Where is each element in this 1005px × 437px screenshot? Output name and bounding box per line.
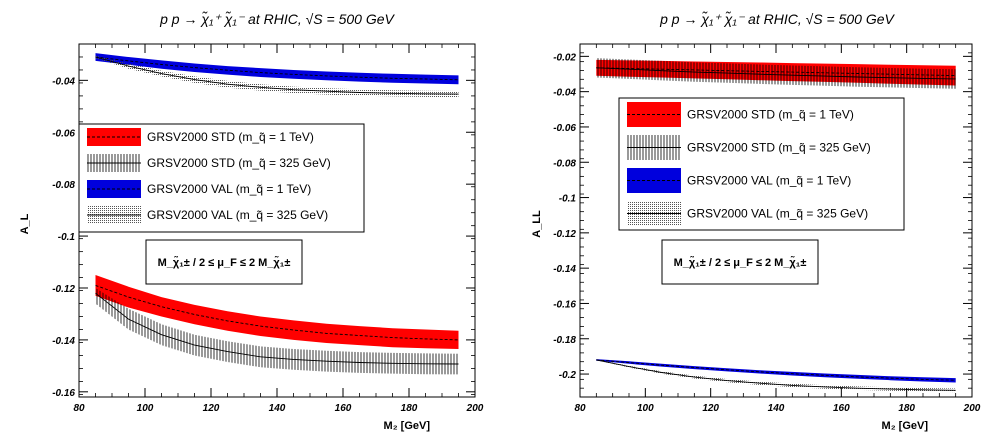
- x-tick-label: 160: [833, 403, 850, 414]
- y-tick-label: -0.16: [553, 299, 576, 310]
- scale-box-label: M_χ̃₁± / 2 ≤ μ_F ≤ 2 M_χ̃₁±: [674, 256, 807, 269]
- y-axis-label: A_LL: [531, 210, 543, 238]
- x-axis-label: M₂ [GeV]: [882, 420, 929, 432]
- x-tick-label: 180: [401, 403, 418, 414]
- legend-label: GRSV2000 STD (m_q̃ = 1 TeV): [687, 108, 854, 122]
- series-band-1: [95, 275, 459, 349]
- x-tick-label: 160: [335, 403, 352, 414]
- y-tick-label: -0.06: [553, 123, 576, 134]
- y-tick-label: -0.02: [553, 52, 576, 63]
- x-tick-label: 180: [898, 403, 915, 414]
- series-line-4: [596, 359, 956, 391]
- x-tick-label: 80: [73, 403, 85, 414]
- x-tick-label: 140: [269, 403, 286, 414]
- scale-box-label: M_χ̃₁± / 2 ≤ μ_F ≤ 2 M_χ̃₁±: [158, 256, 291, 269]
- y-tick-label: -0.14: [553, 264, 576, 275]
- series-line-2: [95, 292, 459, 365]
- y-tick-label: -0.08: [553, 158, 576, 169]
- legend-label: GRSV2000 VAL (m_q̃ = 1 TeV): [147, 182, 311, 196]
- chart-title: p p → χ̃₁⁺ χ̃₁⁻ at RHIC, √S = 500 GeV: [159, 11, 395, 27]
- y-tick-label: -0.16: [52, 388, 75, 399]
- series-band-2: [596, 58, 956, 89]
- legend-label: GRSV2000 STD (m_q̃ = 325 GeV): [687, 141, 871, 155]
- series-line-1: [95, 284, 459, 341]
- y-tick-label: -0.12: [52, 284, 75, 295]
- legend: GRSV2000 STD (m_q̃ = 1 TeV) GRSV2000 STD …: [618, 97, 905, 231]
- x-tick-label: 200: [466, 403, 484, 414]
- series-line-2: [596, 67, 956, 80]
- series-line-3: [596, 359, 956, 381]
- legend-label: GRSV2000 STD (m_q̃ = 1 TeV): [147, 130, 314, 144]
- legend-label: GRSV2000 VAL (m_q̃ = 325 GeV): [687, 207, 868, 221]
- x-tick-label: 200: [963, 403, 981, 414]
- y-axis-label: A_L: [19, 213, 31, 234]
- series-band-4: [596, 359, 956, 393]
- y-tick-label: -0.2: [559, 370, 577, 381]
- y-tick-label: -0.1: [559, 194, 577, 205]
- x-tick-label: 100: [137, 403, 154, 414]
- legend-label: GRSV2000 STD (m_q̃ = 325 GeV): [147, 156, 331, 170]
- chart-title: p p → χ̃₁⁺ χ̃₁⁻ at RHIC, √S = 500 GeV: [659, 11, 895, 27]
- chart-panel-1: p p → χ̃₁⁺ χ̃₁⁻ at RHIC, √S = 500 GeV 80 1…: [19, 11, 484, 432]
- x-tick-label: 140: [768, 403, 785, 414]
- legend: GRSV2000 STD (m_q̃ = 1 TeV) GRSV2000 STD …: [78, 123, 365, 233]
- y-tick-label: -0.12: [553, 229, 576, 240]
- series-band-3: [596, 359, 956, 383]
- chart-panel-2: p p → χ̃₁⁺ χ̃₁⁻ at RHIC, √S = 500 GeV 80 1…: [531, 11, 981, 432]
- series-band-2: [95, 288, 459, 375]
- legend-label: GRSV2000 VAL (m_q̃ = 1 TeV): [687, 174, 851, 188]
- y-tick-label: -0.18: [553, 335, 576, 346]
- scale-box: [661, 239, 819, 285]
- y-tick-label: -0.08: [52, 180, 75, 191]
- x-tick-label: 120: [702, 403, 719, 414]
- x-tick-label: 120: [203, 403, 220, 414]
- y-tick-label: -0.14: [52, 336, 75, 347]
- series-line-3: [95, 56, 459, 81]
- scale-box: [145, 239, 303, 285]
- y-tick-label: -0.1: [58, 232, 76, 243]
- x-axis-label: M₂ [GeV]: [384, 420, 431, 432]
- y-tick-label: -0.04: [553, 88, 576, 99]
- y-tick-label: -0.04: [52, 76, 75, 87]
- y-tick-label: -0.06: [52, 128, 75, 139]
- x-tick-label: 100: [637, 403, 654, 414]
- series-band-3: [95, 53, 459, 85]
- series-line-4: [95, 56, 459, 95]
- x-tick-label: 80: [574, 403, 586, 414]
- legend-label: GRSV2000 VAL (m_q̃ = 325 GeV): [147, 208, 328, 222]
